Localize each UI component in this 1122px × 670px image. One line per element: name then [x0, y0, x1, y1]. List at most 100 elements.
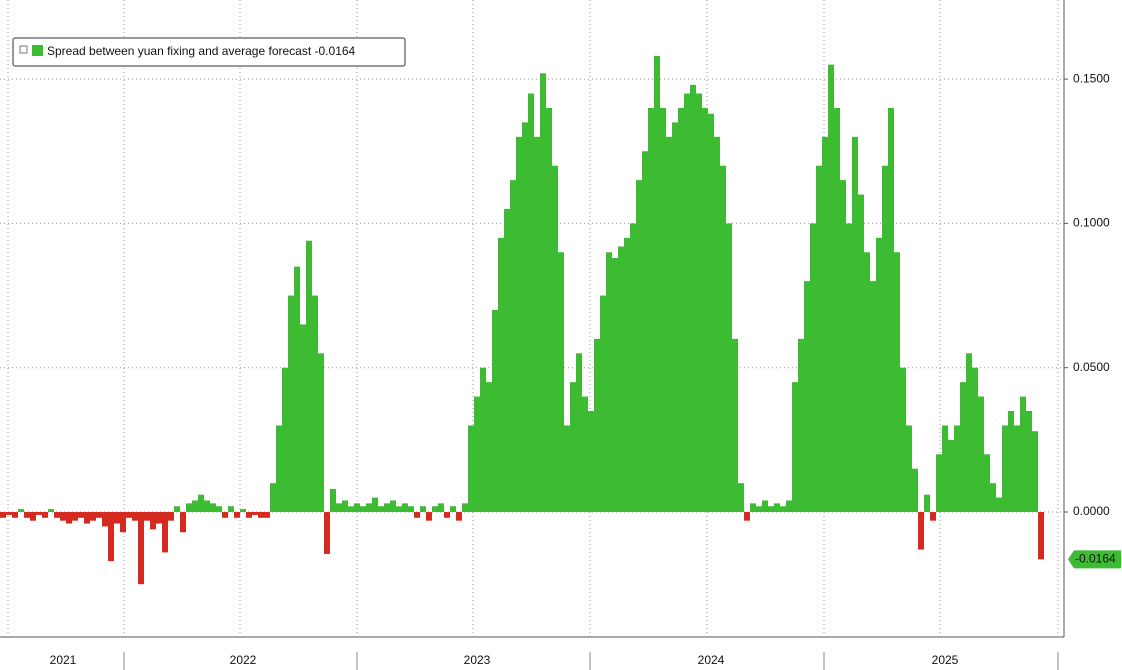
- bar: [798, 338, 804, 513]
- bar: [126, 512, 132, 518]
- legend-toggle[interactable]: [19, 45, 28, 54]
- bar: [1020, 396, 1026, 513]
- bar: [474, 396, 480, 513]
- bar: [30, 512, 36, 521]
- bar: [174, 506, 180, 513]
- bar: [258, 512, 264, 518]
- bar: [732, 338, 738, 513]
- bar: [240, 509, 246, 513]
- bar: [840, 180, 846, 513]
- bar: [324, 512, 330, 554]
- bar: [426, 512, 432, 521]
- bar: [552, 165, 558, 513]
- y-tick-label: 0.0000: [1073, 504, 1110, 518]
- bar: [72, 512, 78, 521]
- bar: [654, 55, 660, 513]
- bar: [996, 497, 1002, 513]
- legend-label: Spread between yuan fixing and average f…: [47, 44, 356, 58]
- last-value-tag: [1068, 550, 1121, 569]
- x-tick-label: 2021: [50, 653, 77, 667]
- bar: [192, 500, 198, 513]
- bar: [900, 367, 906, 513]
- bar: [252, 512, 258, 515]
- bar: [204, 500, 210, 513]
- bar: [42, 512, 48, 518]
- bar: [936, 454, 942, 513]
- bar: [60, 512, 66, 521]
- bar: [810, 223, 816, 513]
- bar: [216, 506, 222, 513]
- y-tick-label: 0.0500: [1073, 360, 1110, 374]
- bar: [120, 512, 126, 533]
- bar: [852, 136, 858, 513]
- bar: [666, 136, 672, 513]
- bar: [1038, 512, 1044, 560]
- bar: [816, 165, 822, 513]
- bar: [846, 223, 852, 513]
- bar: [912, 468, 918, 513]
- bar: [366, 503, 372, 513]
- bar: [408, 506, 414, 513]
- x-tick-label: 2024: [698, 653, 725, 667]
- bar: [582, 396, 588, 513]
- bar: [546, 107, 552, 513]
- bar: [36, 512, 42, 515]
- bar: [318, 353, 324, 513]
- bar: [0, 512, 6, 518]
- bar: [954, 425, 960, 513]
- bar: [558, 252, 564, 513]
- bar: [288, 295, 294, 513]
- bar: [612, 258, 618, 513]
- bar: [510, 180, 516, 513]
- bar: [690, 84, 696, 513]
- bar: [828, 64, 834, 513]
- y-tick-label: 0.1500: [1073, 71, 1110, 85]
- legend-swatch: [32, 45, 43, 56]
- bar: [246, 512, 252, 518]
- bar: [822, 136, 828, 513]
- bar: [480, 367, 486, 513]
- bar: [24, 512, 30, 518]
- bar: [456, 512, 462, 521]
- bar: [876, 237, 882, 513]
- bar: [348, 506, 354, 513]
- bar: [444, 512, 450, 518]
- bar: [90, 512, 96, 521]
- bar: [234, 512, 240, 518]
- bar: [432, 506, 438, 513]
- bar: [342, 500, 348, 513]
- bar: [678, 107, 684, 513]
- bar: [528, 93, 534, 513]
- bar: [384, 503, 390, 513]
- bar: [12, 512, 18, 518]
- bar: [516, 136, 522, 513]
- bar: [1014, 425, 1020, 513]
- bar: [618, 246, 624, 513]
- bar: [714, 136, 720, 513]
- bar: [720, 165, 726, 513]
- bar: [96, 512, 102, 518]
- bar: [336, 503, 342, 513]
- bar: [294, 266, 300, 513]
- bar: [708, 113, 714, 513]
- bar: [864, 252, 870, 513]
- bar: [1026, 411, 1032, 513]
- bar: [774, 503, 780, 513]
- legend: Spread between yuan fixing and average f…: [12, 37, 406, 67]
- bar: [1008, 411, 1014, 513]
- bar: [660, 107, 666, 513]
- bar: [780, 506, 786, 513]
- bar: [168, 512, 174, 521]
- bar: [372, 497, 378, 513]
- bar: [684, 93, 690, 513]
- bar: [534, 136, 540, 513]
- bar: [696, 93, 702, 513]
- bar: [588, 411, 594, 513]
- bar: [498, 237, 504, 513]
- bar: [18, 509, 24, 513]
- bar: [762, 500, 768, 513]
- bar: [948, 439, 954, 513]
- bar: [102, 512, 108, 527]
- bar: [6, 512, 12, 515]
